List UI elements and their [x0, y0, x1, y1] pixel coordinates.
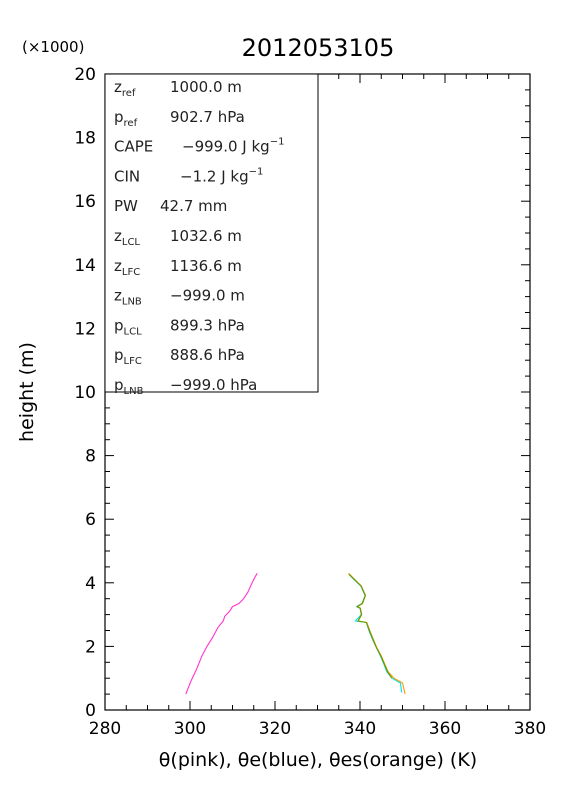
info-label-subscript: LFC [122, 267, 140, 278]
y-tick-label: 16 [74, 192, 96, 212]
series-line-0 [185, 573, 258, 695]
info-label: CIN [114, 167, 140, 185]
info-value: 1136.6 m [170, 257, 242, 275]
y-tick-label: 20 [74, 65, 96, 85]
info-value: −999.0 m [170, 287, 245, 305]
series-line-3 [348, 573, 393, 679]
info-value-superscript: −1 [270, 137, 285, 148]
x-tick-label: 380 [514, 719, 546, 739]
info-label-subscript: LCL [122, 237, 141, 248]
info-value: 888.6 hPa [170, 346, 245, 364]
y-axis-label: height (m) [16, 342, 38, 442]
info-value: 42.7 mm [160, 197, 227, 215]
y-tick-label: 4 [85, 574, 96, 594]
x-tick-label: 320 [259, 719, 291, 739]
series-line-1 [349, 574, 403, 693]
y-tick-label: 8 [85, 447, 96, 467]
info-value: 1032.6 m [170, 227, 242, 245]
info-label: PW [114, 197, 138, 215]
x-axis-label: θ(pink), θe(blue), θes(orange) (K) [159, 749, 477, 771]
info-value: 902.7 hPa [170, 108, 245, 126]
series-line-2 [348, 572, 406, 695]
info-label-subscript: ref [124, 118, 138, 129]
series-layer [185, 572, 406, 695]
y-tick-label: 18 [74, 129, 96, 149]
info-label: CAPE [114, 138, 153, 156]
info-label-subscript: LNB [124, 386, 144, 397]
y-tick-label: 14 [74, 256, 96, 276]
info-label-subscript: LCL [124, 326, 143, 337]
info-label-subscript: LNB [122, 297, 142, 308]
info-value: −999.0 J kg−1 [182, 137, 284, 156]
x-tick-label: 360 [429, 719, 461, 739]
y-tick-label: 6 [85, 510, 96, 530]
info-value: 899.3 hPa [170, 316, 245, 334]
x-tick-label: 300 [174, 719, 206, 739]
x-tick-label: 280 [89, 719, 121, 739]
info-label-subscript: ref [122, 88, 136, 99]
y-tick-label: 10 [74, 383, 96, 403]
y-multiplier-label: (×1000) [22, 38, 84, 56]
info-value-superscript: −1 [249, 166, 264, 177]
info-value: −999.0 hPa [170, 376, 257, 394]
info-value: 1000.0 m [170, 78, 242, 96]
chart-title: 2012053105 [242, 34, 395, 62]
info-value: −1.2 J kg−1 [180, 166, 263, 185]
info-box-frame [104, 73, 319, 393]
x-tick-label: 340 [344, 719, 376, 739]
y-tick-label: 2 [85, 637, 96, 657]
y-tick-label: 12 [74, 319, 96, 339]
info-label-subscript: LFC [124, 356, 142, 367]
y-tick-label: 0 [85, 701, 96, 721]
